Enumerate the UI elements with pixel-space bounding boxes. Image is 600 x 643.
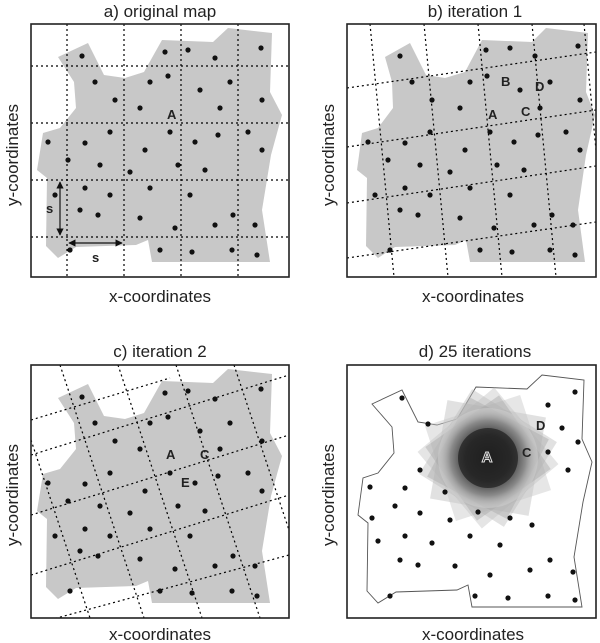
panel-a-region: [37, 28, 282, 262]
panel-d-overlay-cloud: [417, 387, 559, 529]
panel-b-grid: [347, 24, 596, 277]
panel-a-scale-vertical: s: [46, 181, 64, 236]
panel-d-ylabel: y-coordinates: [319, 444, 338, 546]
panel-a-points: [45, 45, 265, 258]
panel-c-grid: [31, 365, 289, 618]
panel-a-ylabel: y-coordinates: [3, 104, 22, 206]
panel-c-point-c: C: [200, 447, 210, 462]
panel-a-scale-horizontal: s: [68, 239, 123, 265]
panel-a-title: a) original map: [104, 2, 216, 21]
panel-d-xlabel: x-coordinates: [422, 625, 524, 643]
panel-b-frame: [346, 23, 597, 278]
panel-d-point-c: C: [522, 445, 532, 460]
panel-b-point-a: A: [488, 107, 498, 122]
panel-a-point-a: A: [167, 107, 177, 122]
panel-b-points: [365, 43, 583, 258]
panel-c-xlabel: x-coordinates: [109, 625, 211, 643]
panel-c-region: [37, 369, 282, 603]
panel-b-ylabel: y-coordinates: [319, 104, 338, 206]
panel-b-region: [357, 28, 595, 262]
panel-a-xlabel: x-coordinates: [109, 287, 211, 306]
panel-b-point-d: D: [535, 79, 544, 94]
panel-d: d) 25 iterations: [319, 342, 597, 643]
panel-c-frame: [30, 364, 290, 619]
panel-a-scale-label-horizontal: s: [92, 250, 99, 265]
panel-b-point-c: C: [521, 104, 531, 119]
panel-d-frame: [346, 364, 597, 619]
panel-b-title: b) iteration 1: [428, 2, 523, 21]
panel-d-point-d: D: [536, 418, 545, 433]
panel-c-title: c) iteration 2: [113, 342, 207, 361]
panel-d-points: [367, 389, 581, 603]
panel-a: a) original map: [3, 2, 290, 306]
panel-c-point-a: A: [166, 447, 176, 462]
panel-b-point-b: B: [501, 74, 510, 89]
panel-d-title: d) 25 iterations: [419, 342, 531, 361]
panel-c: c) iteration 2: [3, 342, 290, 643]
panel-c-point-e: E: [181, 475, 190, 490]
panel-d-point-a: A: [482, 449, 493, 466]
panel-b-xlabel: x-coordinates: [422, 287, 524, 306]
panel-b: b) iteration 1: [319, 2, 597, 306]
panel-c-points: [45, 386, 265, 599]
panel-a-scale-label-vertical: s: [46, 201, 53, 216]
panel-c-ylabel: y-coordinates: [3, 444, 22, 546]
panel-a-grid: [31, 24, 289, 277]
panel-a-frame: [30, 23, 290, 278]
